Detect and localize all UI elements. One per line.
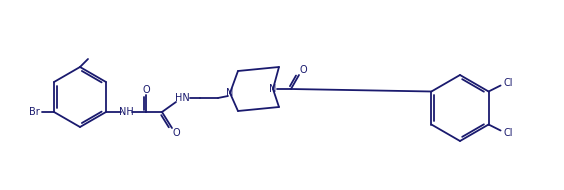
Text: Cl: Cl bbox=[504, 78, 513, 88]
Text: Cl: Cl bbox=[504, 128, 513, 139]
Text: NH: NH bbox=[118, 107, 133, 117]
Text: O: O bbox=[142, 85, 150, 95]
Text: O: O bbox=[299, 65, 307, 75]
Text: HN: HN bbox=[175, 93, 190, 103]
Text: N: N bbox=[226, 88, 233, 98]
Text: N: N bbox=[269, 84, 277, 94]
Text: Br: Br bbox=[29, 107, 39, 117]
Text: O: O bbox=[172, 128, 180, 138]
